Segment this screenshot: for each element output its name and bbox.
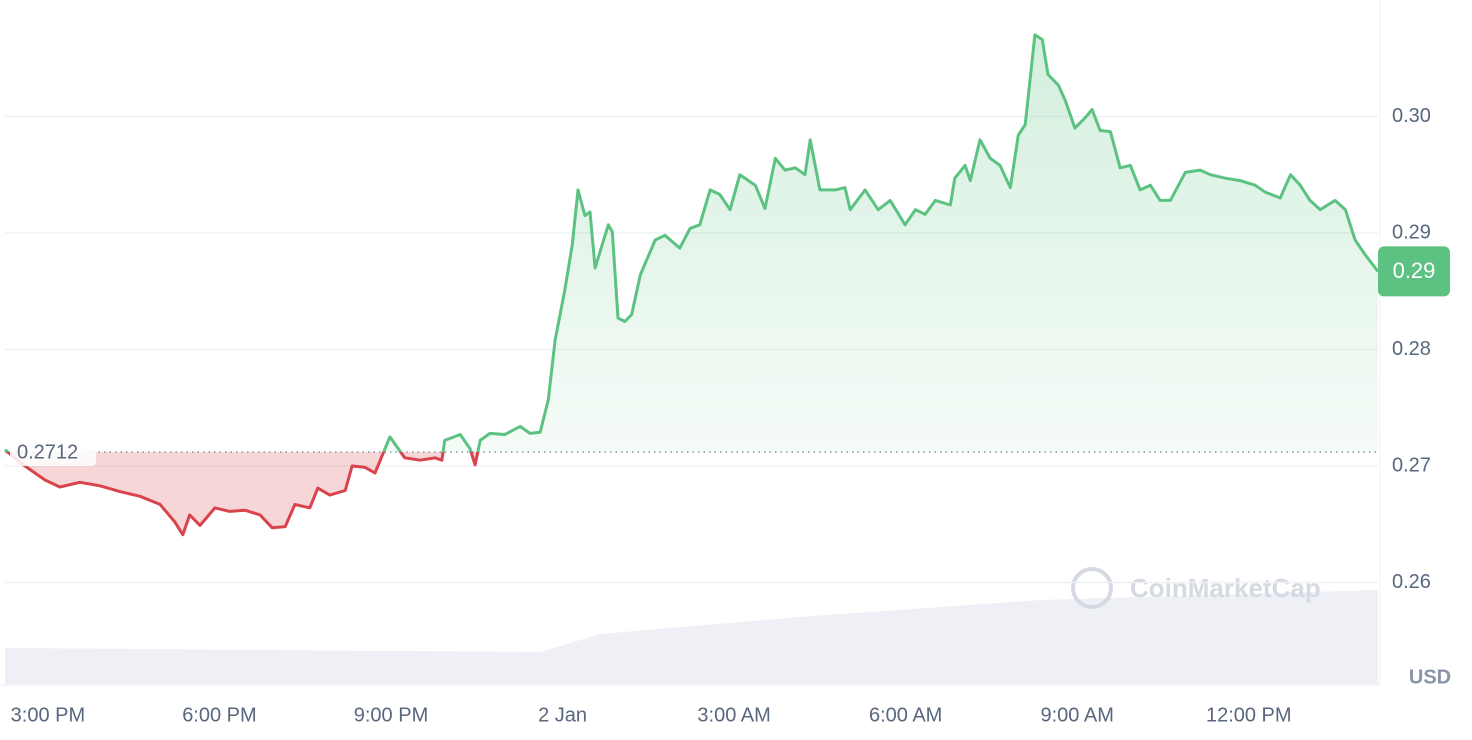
area-fill: [5, 34, 1378, 535]
price-line: [4, 33, 1380, 537]
x-tick-label: 9:00 AM: [1041, 704, 1114, 726]
y-tick-label: 0.30: [1392, 105, 1431, 127]
x-tick-label: 12:00 PM: [1206, 704, 1292, 726]
y-tick-label: 0.26: [1392, 571, 1431, 593]
current-price-label: 0.29: [1393, 258, 1436, 283]
y-tick-label: 0.28: [1392, 338, 1431, 360]
x-tick-label: 3:00 PM: [11, 704, 85, 726]
x-tick-label: 9:00 PM: [354, 704, 428, 726]
y-tick-label: 0.29: [1392, 221, 1431, 243]
volume-area: [5, 590, 1378, 685]
current-price-badge: [1378, 246, 1450, 297]
x-tick-label: 6:00 AM: [869, 704, 942, 726]
unit-label: USD: [1409, 666, 1451, 688]
watermark: CoinMarketCap: [1130, 573, 1321, 603]
baseline-label-box: [10, 438, 96, 467]
baseline-label: 0.2712: [17, 441, 78, 463]
x-tick-label: 3:00 AM: [697, 704, 770, 726]
y-tick-label: 0.27: [1392, 454, 1431, 476]
x-tick-label: 6:00 PM: [182, 704, 256, 726]
x-tick-label: 2 Jan: [538, 704, 587, 726]
plot-layer: 0.26 0.27 0.28 0.29 0.30 3:00 PM 6:00 PM 9:00 P…: [4, 33, 1450, 726]
watermark-logo: [1071, 567, 1113, 609]
